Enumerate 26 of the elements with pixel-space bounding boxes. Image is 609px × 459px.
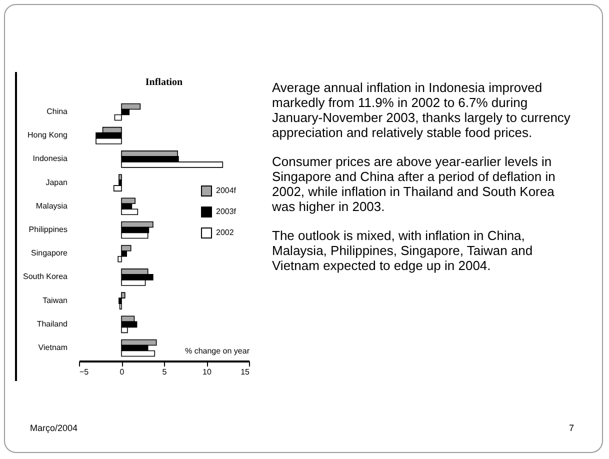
x-tick-label: 10 <box>202 368 212 376</box>
text: Average annual inflation in Indonesia improved markedly from 11.9% in 2002 to 6.7% during January-November 2003, thanks largely to currency appreciation and relatively stable food prices. <box>272 80 572 140</box>
x-tick-label: 15 <box>240 368 250 376</box>
x-axis-title: % change on year <box>185 346 250 356</box>
text: Março/2004 <box>30 423 78 433</box>
y-tick-label: Japan <box>46 178 68 187</box>
x-tick-label: 5 <box>162 368 168 376</box>
legend-label: 2004f <box>216 186 237 195</box>
y-tick-label: Taiwan <box>42 296 68 305</box>
y-tick-label: Hong Kong <box>27 130 68 140</box>
y-tick-label: Singapore <box>31 248 68 258</box>
text: 7 <box>568 423 574 433</box>
y-tick-label: Thailand <box>36 319 68 328</box>
chart-title: Inflation <box>145 77 184 88</box>
y-tick-label: South Korea <box>23 272 68 282</box>
x-tick-label: −5 <box>80 368 90 376</box>
legend-label: 2002 <box>216 228 234 237</box>
y-tick-label: Vietnam <box>38 343 68 352</box>
y-tick-label: Indonesia <box>32 154 68 164</box>
legend-label: 2003f <box>216 206 237 216</box>
y-tick-label: China <box>46 106 68 116</box>
y-tick-label: Malaysia <box>36 201 68 210</box>
x-tick-label: 0 <box>120 368 125 376</box>
text: Consumer prices are above year-earlier levels in Singapore and China after a period of deflation in 2002, while inflation in Thailand and South Korea was higher in 2003. <box>272 154 556 214</box>
text: The outlook is mixed, with inflation in China, Malaysia, Philippines, Singapore, Taiwan and Vietnam expected to edge up in 2004. <box>272 228 534 273</box>
y-tick-label: Philippines <box>28 225 68 234</box>
